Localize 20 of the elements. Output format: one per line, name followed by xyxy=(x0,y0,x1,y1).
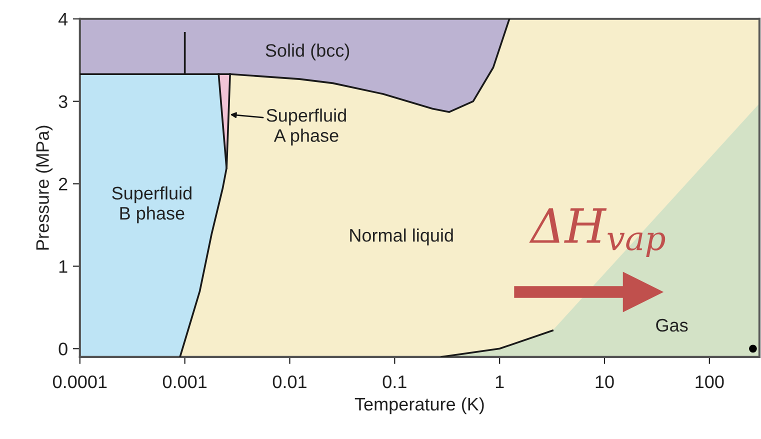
annotation: Solid (bcc) xyxy=(266,44,350,60)
y-tick-label: 0 xyxy=(58,342,68,356)
x-tick-label: 10 xyxy=(596,375,614,388)
y-axis-title: Pressure (MPa) xyxy=(36,126,52,250)
annotation: Gas xyxy=(656,318,688,332)
annotation: ΔH$_{vap}$ xyxy=(529,208,666,257)
annotation: Superfluid A phase xyxy=(266,108,346,146)
y-tick-label: 3 xyxy=(58,95,68,108)
x-tick-label: 0.0001 xyxy=(53,375,107,388)
x-tick-label: 1 xyxy=(496,376,504,388)
annotation: Normal liquid xyxy=(350,228,453,246)
annotation: Superfluid B phase xyxy=(112,186,192,224)
y-tick-label: 4 xyxy=(58,13,68,26)
x-axis-title: Temperature (K) xyxy=(354,397,484,414)
x-tick-label: 0.01 xyxy=(272,375,306,388)
y-tick-label: 2 xyxy=(58,178,68,190)
x-tick-label: 0.001 xyxy=(162,375,207,388)
y-tick-label: 1 xyxy=(59,260,68,273)
x-tick-label: 100 xyxy=(696,375,724,388)
x-tick-label: 0.1 xyxy=(382,375,406,388)
